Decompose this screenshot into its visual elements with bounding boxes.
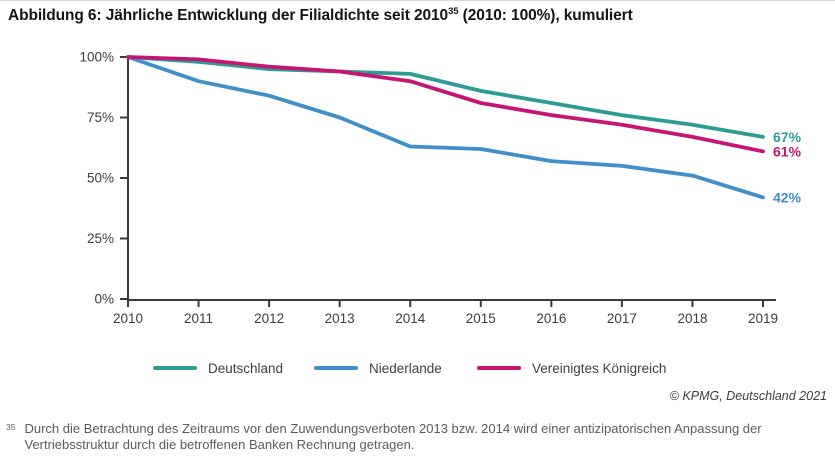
line-niederlande	[126, 55, 765, 200]
legend-item-deutschland: Deutschland	[153, 359, 283, 377]
y-tick-label: 75%	[87, 110, 114, 125]
end-value-niederlande: 42%	[773, 189, 802, 205]
line-deutschland	[126, 55, 765, 139]
x-tick-label: 2019	[748, 311, 778, 326]
legend-item-niederlande: Niederlande	[314, 359, 442, 377]
page-title-footnote-ref: 35	[448, 6, 459, 17]
x-tick-label: 2015	[466, 311, 496, 326]
x-tick-label: 2010	[113, 311, 143, 326]
x-axis-ticks: 2010 2011 2012 2013 2014 2015 2016 2017 2018 2019	[113, 300, 778, 326]
y-tick-label: 50%	[87, 171, 114, 186]
x-tick-label: 2017	[607, 311, 637, 326]
legend-swatch-niederlande	[314, 365, 358, 371]
y-tick-label: 0%	[94, 292, 114, 307]
copyright-note: © KPMG, Deutschland 2021	[669, 389, 827, 403]
footnote: 35 Durch die Betrachtung des Zeitraums v…	[6, 421, 809, 453]
legend-swatch-vereinigtes-koenigreich	[477, 365, 521, 371]
legend-swatch-deutschland	[153, 365, 197, 371]
x-tick-label: 2013	[325, 311, 355, 326]
legend-label-deutschland: Deutschland	[208, 360, 284, 376]
x-tick-label: 2018	[677, 311, 707, 326]
y-tick-label: 100%	[79, 50, 114, 65]
chart-legend: Deutschland Niederlande Vereinigtes Köni…	[0, 359, 835, 377]
legend-label-vereinigtes-koenigreich: Vereinigtes Königreich	[532, 360, 667, 376]
x-tick-label: 2016	[536, 311, 566, 326]
top-divider	[0, 0, 835, 1]
x-tick-label: 2014	[395, 311, 426, 326]
end-value-vereinigtes-koenigreich: 61%	[773, 143, 802, 159]
legend-item-vereinigtes-koenigreich: Vereinigtes Königreich	[477, 359, 666, 377]
x-tick-label: 2011	[184, 311, 213, 326]
footnote-marker: 35	[6, 422, 16, 432]
line-vereinigtes-koenigreich	[126, 55, 765, 154]
legend-label-niederlande: Niederlande	[369, 360, 442, 376]
page-title-text: Abbildung 6: Jährliche Entwicklung der F…	[8, 7, 449, 24]
footnote-text: Durch die Betrachtung des Zeitraums vor …	[24, 421, 762, 452]
y-tick-label: 25%	[87, 231, 114, 246]
x-tick-label: 2012	[254, 311, 284, 326]
y-axis-ticks: 100% 75% 50% 25% 0%	[79, 50, 127, 307]
page-title-suffix: (2010: 100%), kumuliert	[458, 7, 633, 24]
end-value-deutschland: 67%	[773, 129, 802, 145]
page-title: Abbildung 6: Jährliche Entwicklung der F…	[8, 6, 818, 25]
filialdichte-line-chart: 100% 75% 50% 25% 0% 2010 2011 2012 2013 2014 2015…	[79, 50, 802, 327]
